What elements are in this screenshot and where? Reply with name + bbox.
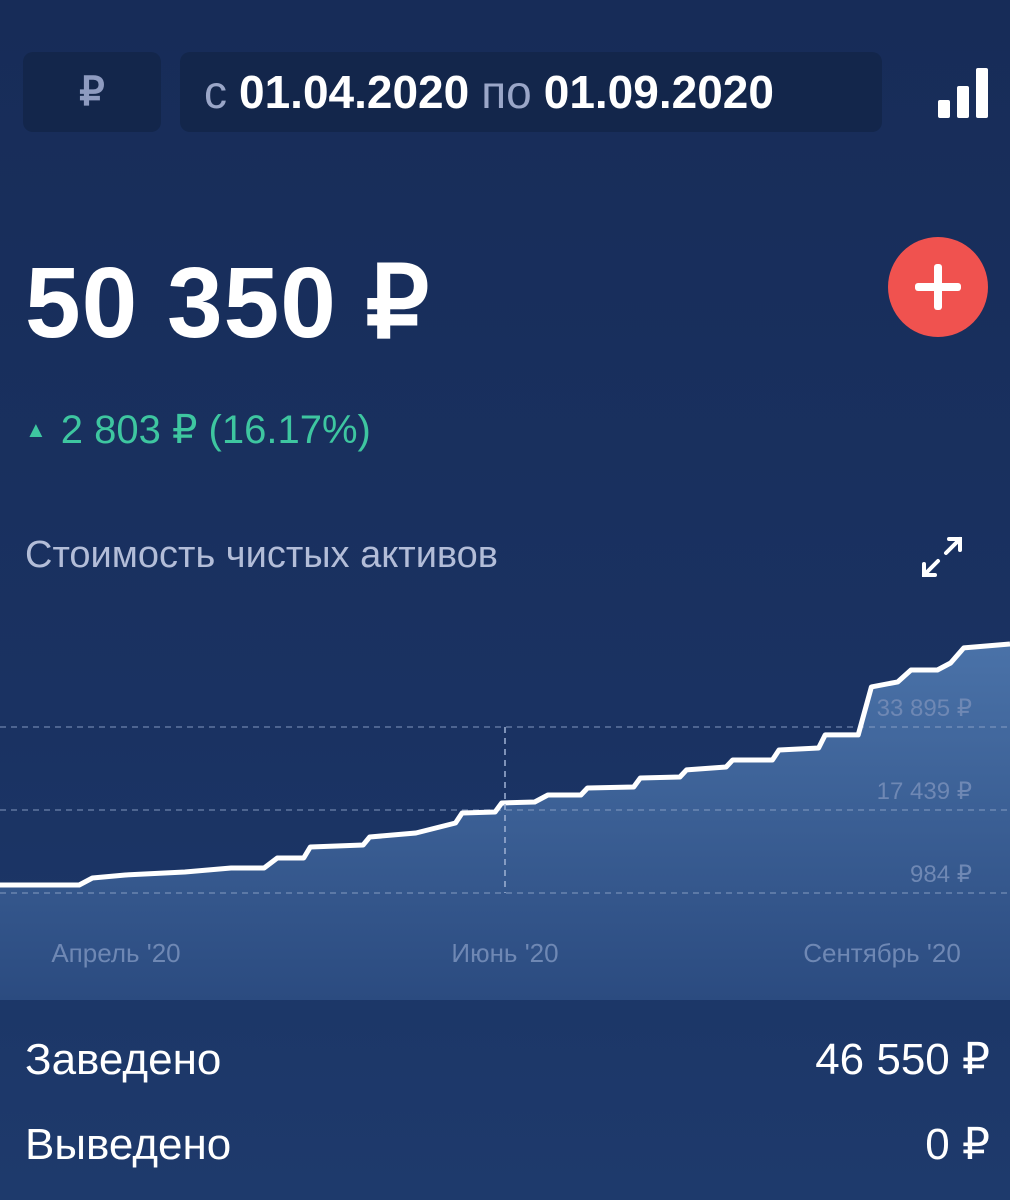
date-range-selector[interactable]: с 01.04.2020 по 01.09.2020 [180, 52, 882, 132]
expand-icon[interactable] [918, 533, 966, 581]
withdrawn-label: Выведено [25, 1120, 232, 1169]
date-from: 01.04.2020 [239, 66, 470, 118]
y-tick-label: 33 895 ₽ [877, 695, 972, 722]
triangle-up-icon: ▲ [25, 417, 47, 442]
withdrawn-row: Выведено 0 ₽ [25, 1117, 990, 1173]
deposited-value: 46 550 ₽ [815, 1035, 990, 1084]
y-tick-label: 17 439 ₽ [877, 778, 972, 805]
add-button[interactable] [888, 237, 988, 337]
chart-area [0, 644, 1010, 1000]
change-indicator: ▲ 2 803 ₽ (16.17%) [25, 405, 371, 455]
currency-selector[interactable]: ₽ [23, 52, 161, 132]
date-to-prefix: по [481, 66, 532, 118]
net-asset-chart[interactable]: 33 895 ₽ 17 439 ₽ 984 ₽ Апрель '20 Июнь … [0, 600, 1010, 1000]
y-tick-label: 984 ₽ [910, 861, 972, 888]
change-value: 2 803 ₽ (16.17%) [60, 408, 371, 452]
chart-title: Стоимость чистых активов [25, 534, 498, 576]
x-tick-label: Апрель '20 [51, 938, 180, 968]
plus-icon [915, 264, 961, 310]
withdrawn-value: 0 ₽ [925, 1120, 990, 1169]
date-from-prefix: с [204, 66, 227, 118]
date-to: 01.09.2020 [543, 66, 774, 118]
chart-line [0, 641, 1010, 888]
total-amount: 50 350 ₽ [25, 247, 431, 359]
x-tick-label: Июнь '20 [451, 938, 558, 968]
bar-chart-icon[interactable] [936, 66, 990, 120]
deposited-row: Заведено 46 550 ₽ [25, 1032, 990, 1088]
deposited-label: Заведено [25, 1035, 222, 1084]
currency-symbol: ₽ [79, 70, 105, 114]
x-tick-label: Сентябрь '20 [803, 938, 961, 968]
